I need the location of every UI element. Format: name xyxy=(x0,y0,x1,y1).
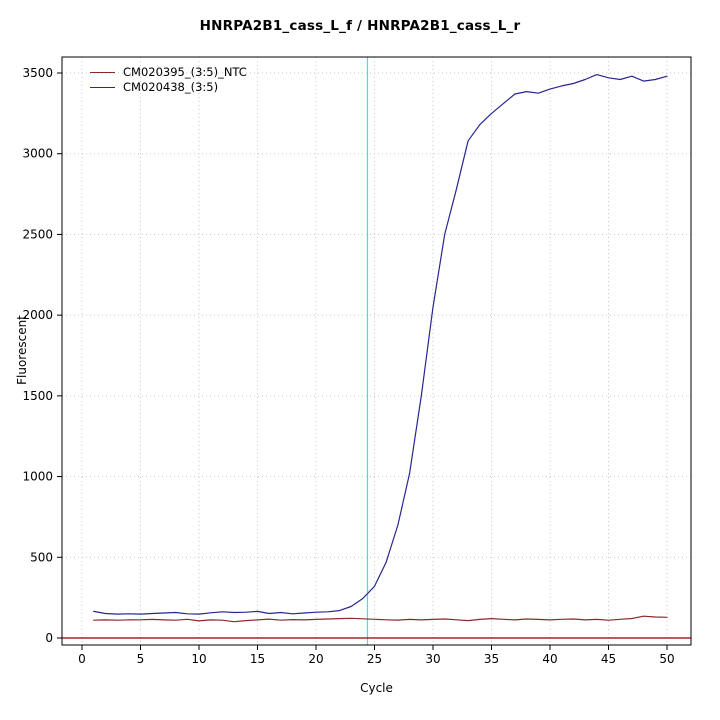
x-tick-label: 25 xyxy=(367,652,382,666)
legend-label-sample: CM020438_(3:5) xyxy=(123,80,219,94)
y-tick-label: 3000 xyxy=(22,147,53,161)
x-tick-label: 30 xyxy=(425,652,440,666)
chart-title: HNRPA2B1_cass_L_f / HNRPA2B1_cass_L_r xyxy=(199,18,521,34)
y-tick-label: 1000 xyxy=(22,470,53,484)
x-tick-label: 20 xyxy=(308,652,323,666)
legend-item-ntc: CM020395_(3:5)_NTC xyxy=(90,66,247,79)
y-tick-label: 0 xyxy=(45,631,53,645)
series-line-ntc xyxy=(93,615,668,623)
y-tick-label: 2000 xyxy=(22,308,53,322)
series-line-sample xyxy=(93,73,668,615)
y-tick-label: 2500 xyxy=(22,227,53,241)
x-tick-label: 40 xyxy=(542,652,557,666)
x-tick-label: 50 xyxy=(659,652,674,666)
x-tick-label: 45 xyxy=(601,652,616,666)
x-axis-label: Cycle xyxy=(360,681,393,695)
legend-item-sample: CM020438_(3:5) xyxy=(90,81,247,94)
x-tick-label: 15 xyxy=(250,652,265,666)
plot-border xyxy=(61,56,692,646)
x-tick-label: 35 xyxy=(484,652,499,666)
x-tick-label: 5 xyxy=(137,652,145,666)
y-axis-label: Fluorescent xyxy=(15,315,29,385)
legend-label-ntc: CM020395_(3:5)_NTC xyxy=(123,65,247,79)
legend: CM020395_(3:5)_NTC CM020438_(3:5) xyxy=(90,66,247,94)
y-tick-label: 1500 xyxy=(22,389,53,403)
y-tick-label: 3500 xyxy=(22,66,53,80)
x-tick-label: 0 xyxy=(78,652,86,666)
legend-line-swatch-sample xyxy=(90,87,115,88)
x-tick-label: 10 xyxy=(191,652,206,666)
legend-line-swatch-ntc xyxy=(90,72,115,73)
y-tick-label: 500 xyxy=(30,550,53,564)
